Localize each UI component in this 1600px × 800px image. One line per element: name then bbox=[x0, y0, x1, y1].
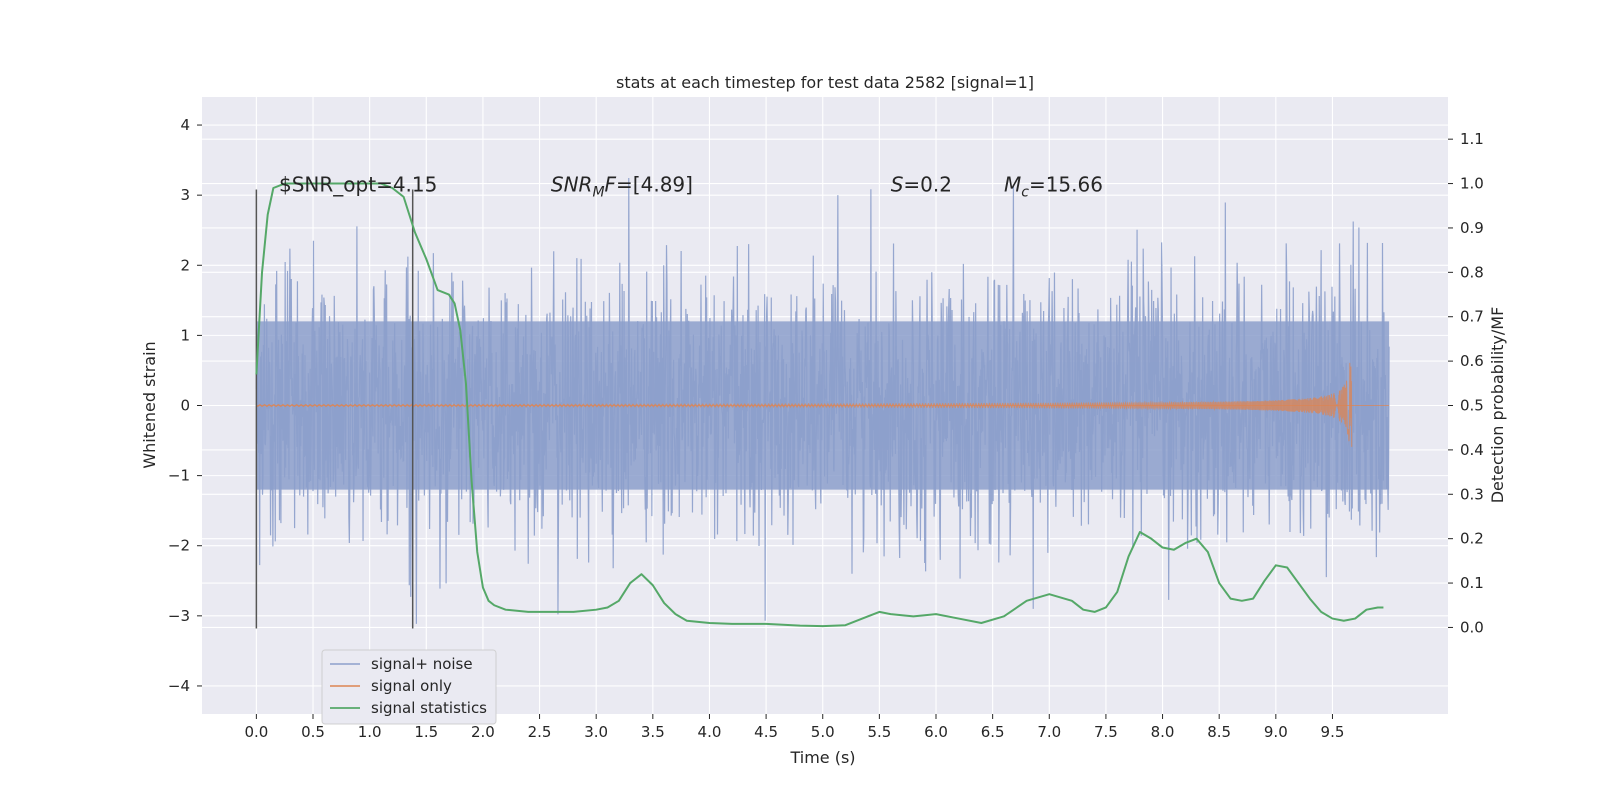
chart-title: stats at each timestep for test data 258… bbox=[616, 73, 1034, 92]
y2-tick-label: 0.3 bbox=[1460, 485, 1484, 503]
y-tick-label: −1 bbox=[168, 467, 190, 485]
y2-tick-label: 0.7 bbox=[1460, 308, 1484, 326]
y-tick-label: 4 bbox=[180, 116, 190, 134]
x-tick-label: 3.5 bbox=[641, 723, 665, 741]
y-tick-label: 0 bbox=[180, 397, 190, 415]
y-tick-label: 2 bbox=[180, 256, 190, 274]
x-tick-label: 0.0 bbox=[244, 723, 268, 741]
y-tick-label: −2 bbox=[168, 537, 190, 555]
vertical-marker-lines bbox=[255, 189, 414, 629]
legend: signal+ noise signal only signal statist… bbox=[321, 649, 497, 725]
x-tick-label: 7.5 bbox=[1094, 723, 1118, 741]
y2-tick-label: 0.1 bbox=[1460, 574, 1484, 592]
annotations: $SNR_opt=4.15 SNRMF=[4.89] S=0.2 Mc=15.66 bbox=[279, 173, 1103, 201]
y-tick-label: 3 bbox=[180, 186, 190, 204]
y2-tick-label: 0.5 bbox=[1460, 397, 1484, 415]
y2-tick-label: 0.2 bbox=[1460, 530, 1484, 548]
y2-axis-label: Detection probability/MF bbox=[1488, 307, 1507, 504]
y2-tick-label: 0.0 bbox=[1460, 618, 1484, 636]
x-tick-label: 2.5 bbox=[528, 723, 552, 741]
x-tick-label: 5.0 bbox=[811, 723, 835, 741]
x-tick-label: 1.5 bbox=[414, 723, 438, 741]
annotation-text: S=0.2 bbox=[891, 173, 952, 197]
x-tick-label: 9.0 bbox=[1264, 723, 1288, 741]
signal-chirp-line bbox=[255, 362, 1353, 447]
annotation-part: =15.66 bbox=[1029, 173, 1103, 197]
annotation-text: SNRMF=[4.89] bbox=[551, 173, 693, 201]
legend-label-signal-statistics: signal statistics bbox=[371, 699, 487, 717]
annotation-part: SNR bbox=[551, 173, 593, 197]
x-tick-label: 7.0 bbox=[1037, 723, 1061, 741]
annotation-part: $SNR_opt=4.15 bbox=[279, 173, 437, 197]
y-axis-label: Whitened strain bbox=[140, 341, 159, 468]
x-tick-label: 9.5 bbox=[1321, 723, 1345, 741]
legend-label-signal-plus-noise: signal+ noise bbox=[371, 655, 473, 673]
x-tick-label: 8.0 bbox=[1151, 723, 1175, 741]
annotation-part: M bbox=[1004, 173, 1021, 197]
y-tick-label: 1 bbox=[180, 326, 190, 344]
annotation-part: =0.2 bbox=[903, 173, 952, 197]
series-signal-statistics bbox=[255, 182, 1384, 628]
y2-tick-label: 0.9 bbox=[1460, 219, 1484, 237]
x-tick-label: 8.5 bbox=[1207, 723, 1231, 741]
x-tick-label: 3.0 bbox=[584, 723, 608, 741]
x-tick-label: 0.5 bbox=[301, 723, 325, 741]
y2-tick-label: 1.1 bbox=[1460, 130, 1484, 148]
plot-layer bbox=[255, 177, 1390, 629]
legend-box bbox=[321, 649, 497, 725]
annotation-part: c bbox=[1021, 185, 1029, 201]
y2-tick-label: 0.6 bbox=[1460, 352, 1484, 370]
annotation-text: Mc=15.66 bbox=[1004, 173, 1103, 201]
annotation-part: F bbox=[605, 173, 617, 197]
x-tick-label: 4.0 bbox=[698, 723, 722, 741]
axis-ticks: 0.0 0.5 1.0 1.5 2.0 2.5 3.0 3.5 4.0 4.5 5.0 5.5 6.0 6… bbox=[168, 116, 1484, 741]
y2-tick-label: 0.8 bbox=[1460, 263, 1484, 281]
x-tick-label: 6.0 bbox=[924, 723, 948, 741]
annotation-part: S bbox=[891, 173, 904, 197]
x-tick-label: 1.0 bbox=[358, 723, 382, 741]
y2-tick-label: 0.4 bbox=[1460, 441, 1484, 459]
stats-line bbox=[255, 182, 1384, 628]
y2-tick-label: 1.0 bbox=[1460, 175, 1484, 193]
annotation-part: =[4.89] bbox=[616, 173, 693, 197]
x-tick-label: 4.5 bbox=[754, 723, 778, 741]
annotation-part: M bbox=[592, 185, 604, 201]
series-signal-only bbox=[255, 362, 1390, 447]
x-tick-label: 2.0 bbox=[471, 723, 495, 741]
y-tick-label: −4 bbox=[168, 677, 190, 695]
annotation-text: $SNR_opt=4.15 bbox=[279, 173, 437, 197]
legend-label-signal-only: signal only bbox=[371, 677, 452, 695]
x-tick-label: 5.5 bbox=[867, 723, 891, 741]
x-tick-label: 6.5 bbox=[981, 723, 1005, 741]
y-tick-label: −3 bbox=[168, 607, 190, 625]
x-axis-label: Time (s) bbox=[789, 748, 855, 767]
